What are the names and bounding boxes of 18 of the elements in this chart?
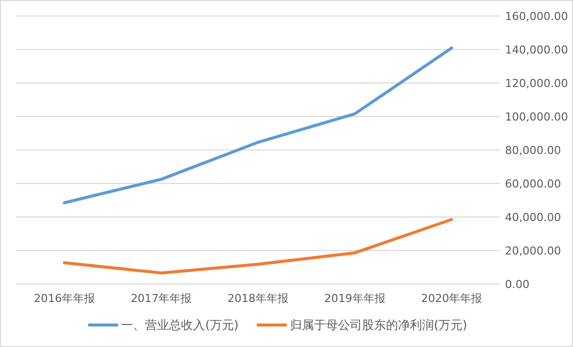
y-tick-label: 40,000.00 [505, 210, 561, 224]
line-series [62, 46, 454, 204]
line-series [62, 218, 454, 274]
y-tick-label: 80,000.00 [505, 144, 561, 157]
x-tick-label: 2018年年报 [228, 292, 288, 305]
y-tick-label: 100,000.00 [505, 110, 568, 124]
y-tick-label: 60,000.00 [505, 177, 561, 190]
y-tick-label: 140,000.00 [505, 43, 568, 56]
y-tick-label: 20,000.00 [505, 244, 561, 258]
legend-label: 归属于母公司股东的净利润(万元) [290, 318, 468, 332]
y-tick-label: 160,000.00 [505, 10, 568, 23]
y-tick-label: 120,000.00 [505, 76, 568, 90]
x-tick-label: 2017年年报 [130, 292, 192, 305]
x-tick-label: 2020年年报 [421, 292, 482, 305]
x-tick-label: 2016年年报 [34, 292, 95, 305]
legend-label: 一、营业总收入(万元) [121, 318, 239, 332]
y-tick-label: 0.00 [505, 278, 530, 291]
x-tick-label: 2019年年报 [324, 292, 386, 305]
